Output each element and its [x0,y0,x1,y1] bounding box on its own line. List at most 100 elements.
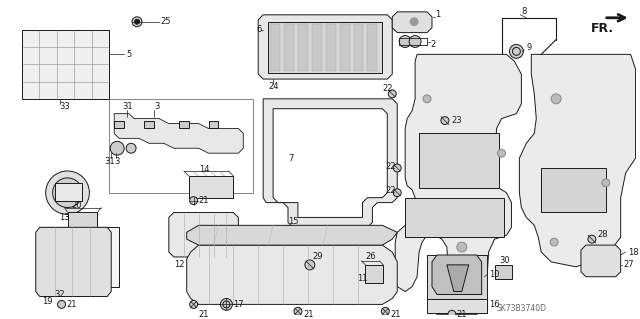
Bar [189,176,234,198]
Bar [427,300,486,313]
Circle shape [58,300,65,308]
Bar [283,225,311,243]
Circle shape [399,36,411,48]
Polygon shape [429,300,484,314]
Text: 3: 3 [114,157,120,166]
Text: 22: 22 [382,85,393,93]
Text: 21: 21 [303,310,314,319]
Text: 1: 1 [435,10,440,19]
Text: 29: 29 [313,252,323,262]
Circle shape [497,149,506,157]
Bar [419,133,499,188]
Circle shape [60,185,76,201]
Text: 30: 30 [500,256,510,265]
Circle shape [189,300,198,308]
Bar [114,121,124,129]
Bar [22,30,109,99]
Text: 10: 10 [488,270,499,279]
Text: SK73B3740D: SK73B3740D [497,304,547,313]
Text: 13: 13 [60,213,70,222]
Text: 6: 6 [256,25,262,34]
Polygon shape [263,99,397,227]
Bar [312,24,322,71]
Bar [179,121,189,129]
Polygon shape [432,255,482,294]
Text: 8: 8 [522,7,527,16]
Text: 31: 31 [104,157,115,166]
Text: 14: 14 [198,166,209,174]
Circle shape [126,143,136,153]
Bar [54,183,83,201]
Bar [209,121,218,129]
Polygon shape [187,245,397,304]
Circle shape [52,178,83,208]
Polygon shape [169,212,238,257]
Text: 26: 26 [365,252,376,262]
Circle shape [602,179,610,187]
Text: 9: 9 [526,43,532,52]
Text: 31: 31 [122,102,132,111]
Bar [405,198,504,237]
Polygon shape [187,225,397,245]
Text: 16: 16 [488,300,499,309]
Circle shape [393,164,401,172]
Circle shape [388,90,396,98]
Circle shape [551,94,561,104]
Circle shape [441,117,449,124]
Circle shape [220,299,232,310]
Polygon shape [273,109,387,218]
Circle shape [423,95,431,103]
Text: 7: 7 [288,154,293,163]
Bar [68,212,97,234]
Circle shape [45,171,90,214]
Text: 22: 22 [385,186,396,195]
Bar [365,265,383,283]
Circle shape [110,141,124,155]
Text: 12: 12 [174,260,184,269]
Polygon shape [258,15,392,79]
Bar [144,121,154,129]
Bar [326,24,335,71]
Text: 21: 21 [390,310,401,319]
Text: 21: 21 [67,300,77,309]
Circle shape [409,36,421,48]
Circle shape [410,18,418,26]
Circle shape [588,235,596,243]
Text: 11: 11 [358,274,368,283]
Polygon shape [114,114,243,153]
Text: 21: 21 [457,310,467,319]
Text: 15: 15 [288,217,298,226]
Text: 33: 33 [60,102,70,111]
Text: 20: 20 [72,201,82,210]
Text: 18: 18 [628,248,638,256]
Text: 28: 28 [598,230,609,239]
Polygon shape [581,245,621,277]
Text: 22: 22 [385,161,396,171]
Bar [495,265,513,279]
Text: 24: 24 [268,83,278,92]
Bar [284,24,294,71]
Text: 21: 21 [198,310,209,319]
Bar [541,168,606,212]
Text: 25: 25 [161,17,172,26]
Circle shape [550,238,558,246]
Circle shape [448,310,456,318]
Polygon shape [392,12,432,33]
Text: 17: 17 [234,300,244,309]
Text: FR.: FR. [591,22,614,35]
Text: 19: 19 [42,297,52,306]
Polygon shape [36,227,111,296]
Circle shape [457,242,467,252]
Text: 3: 3 [154,102,159,111]
Text: 23: 23 [452,116,463,125]
Text: 21: 21 [198,196,209,205]
Circle shape [305,260,315,270]
Polygon shape [520,54,636,267]
Bar [268,22,382,73]
Bar [353,24,364,71]
Text: 2: 2 [430,40,435,49]
Bar [340,24,349,71]
Polygon shape [447,265,468,292]
Circle shape [294,308,302,315]
Circle shape [134,19,140,24]
